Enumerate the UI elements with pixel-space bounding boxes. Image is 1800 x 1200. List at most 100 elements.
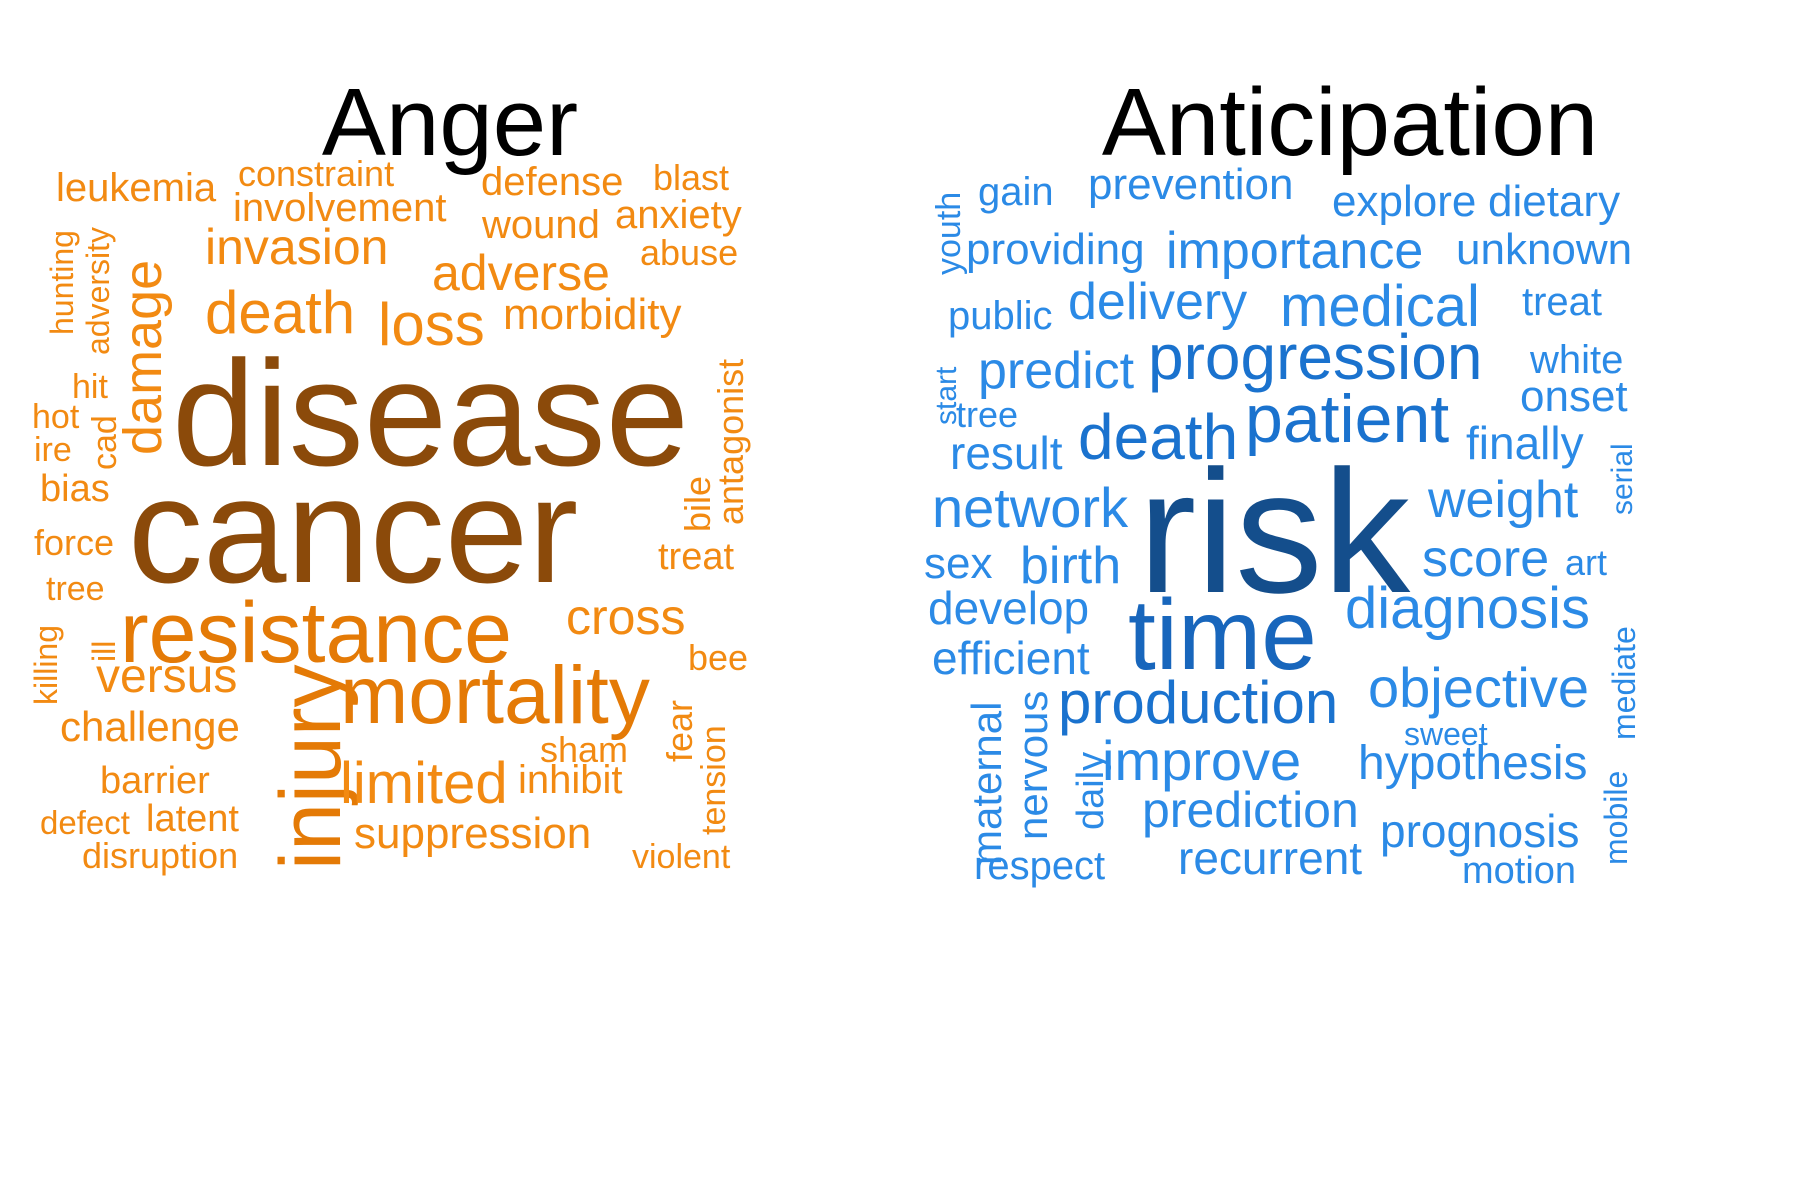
word-inhibit: inhibit [518,758,623,802]
word-bile: bile [677,475,718,532]
word-barrier: barrier [100,760,210,802]
word-finally: finally [1466,417,1584,469]
word-limited: limited [340,751,508,816]
word-disease: disease [172,329,690,497]
word-tree: tree [956,394,1019,435]
word-prognosis: prognosis [1380,805,1580,857]
word-abuse: abuse [640,232,739,273]
word-efficient: efficient [932,632,1090,684]
word-unknown: unknown [1456,225,1633,274]
word-invasion: invasion [205,219,389,275]
word-antagonist: antagonist [710,358,751,525]
word-serial: serial [1606,443,1639,515]
word-force: force [34,522,115,563]
word-death: death [205,279,356,346]
word-challenge: challenge [60,703,240,750]
word-loss: loss [378,291,485,358]
word-disruption: disruption [82,835,239,876]
word-ire: ire [34,431,72,469]
word-sham: sham [540,729,629,770]
word-morbidity: morbidity [503,290,682,339]
word-public: public [948,294,1053,338]
word-explore: explore [1332,177,1477,226]
word-progression: progression [1148,321,1483,393]
word-network: network [932,476,1129,539]
word-production: production [1058,669,1339,736]
word-improve: improve [1102,729,1302,792]
word-respect: respect [974,844,1106,888]
word-medical: medical [1280,274,1480,339]
word-violent: violent [632,838,731,876]
word-resistance: resistance [120,585,512,681]
word-cross: cross [566,589,686,645]
word-sweet: sweet [1404,716,1488,752]
word-fear: fear [659,699,700,762]
word-mediate: mediate [1606,626,1642,740]
word-wound: wound [482,203,600,247]
word-tree: tree [46,570,105,608]
word-recurrent: recurrent [1178,832,1363,884]
word-bias: bias [40,468,110,510]
word-importance: importance [1166,222,1424,280]
word-damage: damage [113,259,173,455]
word-weight: weight [1428,471,1579,529]
word-gain: gain [978,170,1054,214]
word-killing: killing [28,624,64,705]
anticipation-wordcloud: risk time progression patient death productio… [900,0,1800,1200]
word-defect: defect [40,804,130,841]
word-delivery: delivery [1068,273,1248,331]
word-dietary: dietary [1488,177,1621,226]
word-bee: bee [688,637,749,678]
word-mortality: mortality [340,650,650,741]
word-youth: youth [930,191,968,275]
word-daily: daily [1070,751,1112,830]
word-mobile: mobile [1598,770,1634,865]
word-blast: blast [653,157,730,198]
anger-title: Anger [321,69,579,176]
word-nervous: nervous [1009,690,1056,840]
word-leukemia: leukemia [56,166,217,210]
word-predict: predict [978,342,1135,400]
word-adverse: adverse [432,245,610,301]
word-score: score [1422,530,1550,588]
word-diagnosis: diagnosis [1345,576,1591,641]
word-objective: objective [1368,656,1590,719]
word-latent: latent [146,798,239,840]
word-start: start [930,366,963,425]
word-cad: cad [86,415,124,470]
anticipation-wordcloud-panel: Anticipation risk time progression patient d… [900,0,1800,1200]
anticipation-title: Anticipation [1101,69,1599,176]
word-versus: versus [96,650,238,703]
word-constraint: constraint [238,153,395,194]
word-treat: treat [658,536,735,578]
word-birth: birth [1020,537,1122,595]
word-motion: motion [1462,850,1577,892]
word-suppression: suppression [354,809,592,858]
word-providing: providing [966,225,1145,274]
word-ill: ill [86,640,122,662]
word-art: art [1565,542,1608,583]
word-hunting: hunting [44,230,80,335]
word-prevention: prevention [1088,160,1294,209]
word-involvement: involvement [233,186,447,230]
word-death: death [1078,401,1239,473]
word-treat: treat [1522,280,1603,324]
word-white: white [1530,338,1624,382]
word-result: result [950,427,1063,479]
word-time: time [1128,579,1317,691]
anger-wordcloud-panel: Anger disease cancer resistance mortality in… [28,69,751,876]
word-defense: defense [481,160,624,204]
word-anxiety: anxiety [615,193,742,237]
word-onset: onset [1520,372,1628,421]
word-prediction: prediction [1142,782,1359,838]
word-hypothesis: hypothesis [1358,737,1588,790]
word-risk: risk [1138,435,1411,630]
word-cancer: cancer [128,446,579,614]
word-hot: hot [32,398,80,436]
word-patient: patient [1245,381,1450,457]
word-maternal: maternal [963,701,1010,865]
word-sex: sex [924,539,993,588]
word-adversity: adversity [80,226,116,355]
word-hit: hit [72,368,108,406]
word-tension: tension [695,725,733,835]
